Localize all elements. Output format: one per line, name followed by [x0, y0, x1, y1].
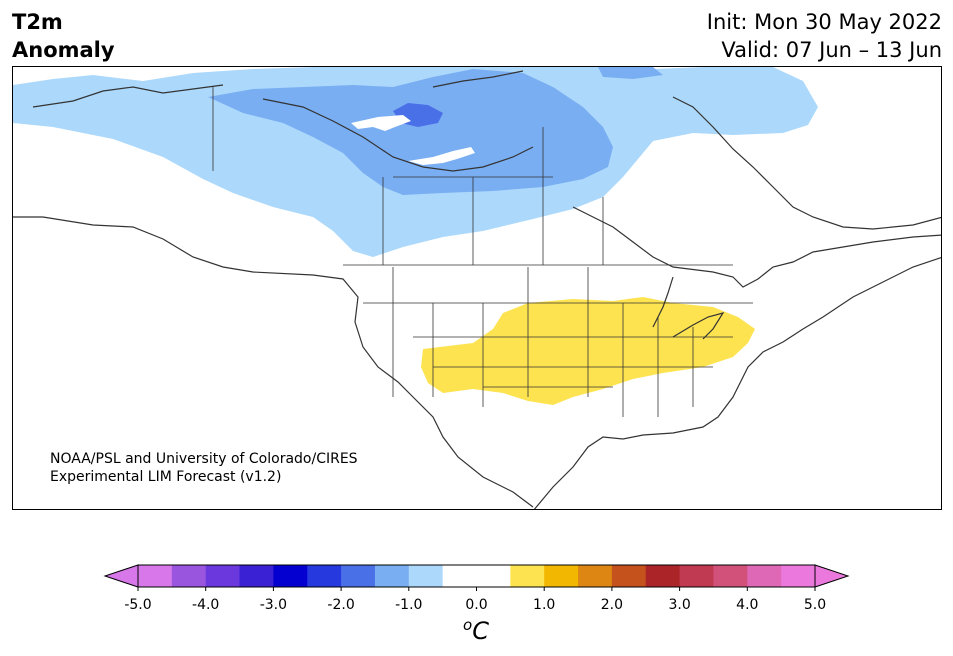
colorbar-segment: [510, 565, 545, 587]
colorbar-tick-label: -3.0: [259, 597, 288, 613]
lake-shape-1: [351, 115, 411, 131]
colorbar-segment: [138, 565, 173, 587]
colorbar-segment: [205, 565, 241, 587]
colorbar-segment: [408, 565, 444, 587]
coastlines: [13, 70, 941, 509]
colorbar-tick-label: 4.0: [736, 597, 759, 613]
colorbar-tick-label: -2.0: [327, 597, 355, 613]
unit-superscript: o: [463, 616, 473, 634]
colorbar-unit: oC: [463, 616, 489, 645]
colorbar-segment: [476, 565, 511, 587]
colorbar-segment: [341, 565, 376, 587]
colorbar-segment: [679, 565, 714, 587]
colorbar-tick-label: 0.0: [465, 597, 488, 613]
colorbar-segment: [273, 565, 308, 587]
colorbar-segment: [747, 565, 782, 587]
colorbar-tick-label: -4.0: [192, 597, 220, 613]
title-anomaly: Anomaly: [12, 38, 115, 62]
colorbar-tick-label: 2.0: [600, 597, 624, 613]
anomaly-map: [13, 67, 941, 509]
map-title: T2m Anomaly: [12, 8, 115, 64]
colorbar-ticks: -5.0 -4.0 -3.0 -2.0 -1.0 0.0 1.0 2.0 3.0 4.0 5.0: [0, 597, 953, 617]
map-panel: NOAA/PSL and University of Colorado/CIRE…: [12, 66, 942, 510]
cold-anomaly-mid: [208, 69, 613, 195]
political-borders: [212, 87, 753, 417]
credit-line-1: NOAA/PSL and University of Colorado/CIRE…: [50, 451, 358, 467]
init-date: Init: Mon 30 May 2022: [706, 10, 942, 34]
lake-shape-2: [408, 147, 475, 165]
colorbar-tick-label: 3.0: [668, 597, 691, 613]
colorbar-segment: [239, 565, 274, 587]
valid-range: Valid: 07 Jun – 13 Jun: [721, 38, 942, 62]
colorbar-tick-label: 1.0: [533, 597, 556, 613]
cold-anomaly-patch-ne: [598, 67, 663, 79]
colorbar-segment: [578, 565, 613, 587]
colorbar-segment: [442, 565, 477, 587]
colorbar-segment: [544, 565, 579, 587]
colorbar-segment: [307, 565, 342, 587]
colorbar-tick-label: -1.0: [395, 597, 423, 613]
credit-line-2: Experimental LIM Forecast (v1.2): [50, 469, 282, 485]
date-info: Init: Mon 30 May 2022 Valid: 07 Jun – 13…: [707, 8, 942, 64]
unit-base: C: [472, 617, 489, 645]
colorbar-segment: [374, 565, 410, 587]
title-variable: T2m: [12, 10, 63, 34]
colorbar-segment: [645, 565, 681, 587]
colorbar-segment: [611, 565, 647, 587]
colorbar-segment: [781, 565, 816, 587]
colorbar-over-arrow: [814, 564, 850, 588]
colorbar-segment: [713, 565, 748, 587]
colorbar-under-arrow: [103, 564, 139, 588]
credit-text: NOAA/PSL and University of Colorado/CIRE…: [50, 450, 358, 486]
colorbar-tick-label: 5.0: [803, 597, 827, 613]
colorbar-tick-label: -5.0: [124, 597, 152, 613]
colorbar-segment: [171, 565, 207, 587]
